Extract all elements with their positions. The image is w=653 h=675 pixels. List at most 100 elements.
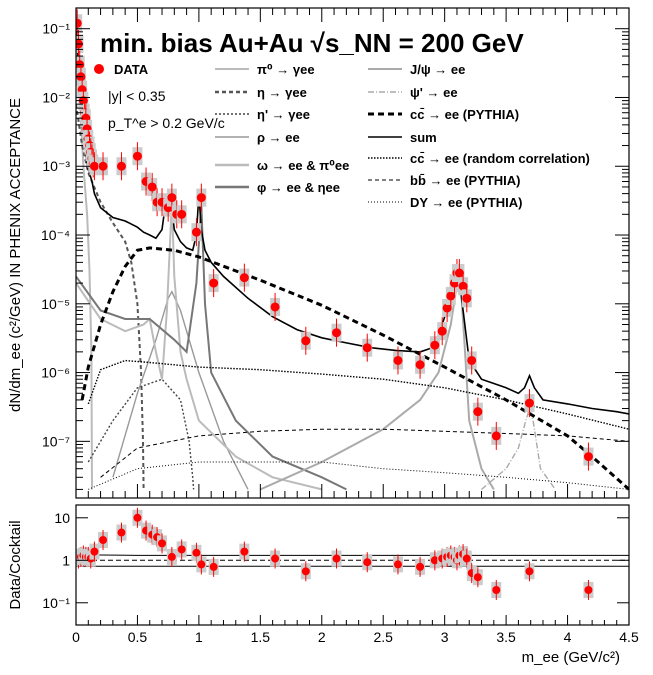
- data-point: [191, 227, 201, 237]
- data-point: [89, 161, 99, 171]
- legend-label: π⁰ → γee: [257, 62, 315, 77]
- ratio-point: [167, 552, 176, 561]
- data-point: [196, 193, 206, 203]
- data-point: [442, 303, 452, 313]
- legend-label: DATA: [114, 62, 149, 77]
- bottom-frame: [75, 504, 630, 626]
- bottom-x-axis: 0 0.5 1 1.5 2 2.5 3 3.5 4 4.5: [72, 615, 639, 645]
- ratio-point: [158, 539, 167, 548]
- x-tick-label: 3: [441, 629, 449, 645]
- ratio-y-tick-label: 10⁻¹: [42, 595, 70, 611]
- y-tick-label: 10⁻³: [42, 158, 70, 174]
- x-tick-label: 1: [195, 629, 203, 645]
- data-point: [458, 281, 468, 291]
- x-tick-label: 0.5: [128, 629, 148, 645]
- ratio-point: [197, 560, 206, 569]
- top-frame: [75, 7, 630, 499]
- data-point: [446, 291, 456, 301]
- chart-title: min. bias Au+Au √s_NN = 200 GeV: [100, 28, 524, 58]
- info-rapidity: |y| < 0.35: [108, 88, 166, 104]
- legend-marker: [94, 64, 104, 74]
- data-point: [524, 398, 534, 408]
- curve-bbbar: [100, 428, 629, 478]
- legend-label: ρ → ee: [257, 130, 300, 145]
- legend-label: ω → ee & π⁰ee: [257, 158, 349, 173]
- x-tick-label: 3.5: [496, 629, 516, 645]
- ratio-point: [332, 554, 341, 563]
- legend-entry: bb̄ → ee (PYTHIA): [368, 173, 521, 188]
- y-tick-label: 10⁻⁵: [41, 296, 70, 312]
- data-point: [467, 355, 477, 365]
- legend-label: cc̄ → ee (random correlation): [410, 151, 590, 166]
- legend-label: cc̄ → ee (PYTHIA): [410, 107, 519, 122]
- data-point: [430, 340, 440, 350]
- curve-ccbar: [80, 246, 629, 491]
- legend-entry: ρ → ee: [215, 130, 300, 145]
- ratio-point: [473, 573, 482, 582]
- ratio-point: [492, 585, 501, 594]
- y-tick-label: 10⁻⁴: [41, 227, 70, 243]
- y-tick-label: 10⁻²: [42, 89, 70, 105]
- bottom-y-axis: 10⁻¹ 1 10: [42, 510, 629, 611]
- legend-label: ψ' → ee: [410, 85, 458, 100]
- top-curves: [76, 23, 629, 491]
- legend-entry: ω → ee & π⁰ee: [215, 158, 349, 173]
- ratio-y-tick-label: 10: [54, 510, 70, 526]
- legend-entry: DATA: [94, 62, 149, 77]
- legend-entry: η' → γee: [215, 107, 310, 122]
- curve-omega: [76, 202, 323, 491]
- legend-entry: ψ' → ee: [368, 85, 458, 100]
- ratio-y-tick-label: 1: [62, 552, 70, 568]
- data-point: [98, 161, 108, 171]
- data-point: [393, 355, 403, 365]
- curve-rho: [112, 290, 249, 490]
- data-point: [462, 293, 472, 303]
- legend-entry: η → γee: [215, 85, 307, 100]
- data-point: [583, 452, 593, 462]
- data-point: [116, 161, 126, 171]
- curve-psip: [481, 406, 556, 490]
- ratio-point: [90, 547, 99, 556]
- data-point: [332, 328, 342, 338]
- ratio-point: [363, 558, 372, 567]
- bottom-y-axis-label: Data/Cocktail: [7, 520, 24, 609]
- ratio-point: [99, 536, 108, 545]
- legend-entry: sum: [368, 130, 437, 145]
- ratio-point: [240, 547, 249, 556]
- curve-sum: [76, 23, 629, 415]
- ratio-point: [430, 556, 439, 565]
- ratio-point: [209, 562, 218, 571]
- ratio-data-points: [76, 507, 594, 600]
- ratio-point: [584, 585, 593, 594]
- info-pt-cut: p_T^e > 0.2 GeV/c: [108, 115, 225, 131]
- data-point: [147, 182, 157, 192]
- curve-etap: [87, 378, 195, 490]
- curve-phi: [76, 204, 347, 491]
- data-point: [437, 326, 447, 336]
- ratio-point: [301, 567, 310, 576]
- ratio-point: [133, 513, 142, 522]
- curve-dy: [88, 461, 629, 490]
- data-point: [301, 336, 311, 346]
- legend-label: sum: [410, 130, 437, 145]
- legend-entry: DY → ee (PYTHIA): [368, 195, 522, 210]
- top-y-axis: 10⁻⁷ 10⁻⁶ 10⁻⁵ 10⁻⁴ 10⁻³ 10⁻² 10⁻¹: [41, 21, 629, 490]
- data-point: [177, 209, 187, 219]
- top-y-axis-label: dN/dm_ee (c²/GeV) IN PHENIX ACCEPTANCE: [7, 98, 24, 412]
- data-point: [454, 268, 464, 278]
- legend-label: η → γee: [257, 85, 307, 100]
- ratio-point: [177, 545, 186, 554]
- x-tick-label: 4.5: [619, 629, 639, 645]
- top-x-ticks: [75, 8, 630, 498]
- top-data-points: [76, 9, 594, 471]
- data-point: [132, 151, 142, 161]
- legend-entry: π⁰ → γee: [215, 62, 315, 77]
- data-point: [270, 302, 280, 312]
- data-point: [76, 18, 82, 28]
- ratio-point: [271, 554, 280, 563]
- ratio-point: [525, 567, 534, 576]
- legend-entry: cc̄ → ee (PYTHIA): [368, 107, 519, 122]
- x-tick-label: 1.5: [251, 629, 271, 645]
- data-point: [78, 96, 88, 106]
